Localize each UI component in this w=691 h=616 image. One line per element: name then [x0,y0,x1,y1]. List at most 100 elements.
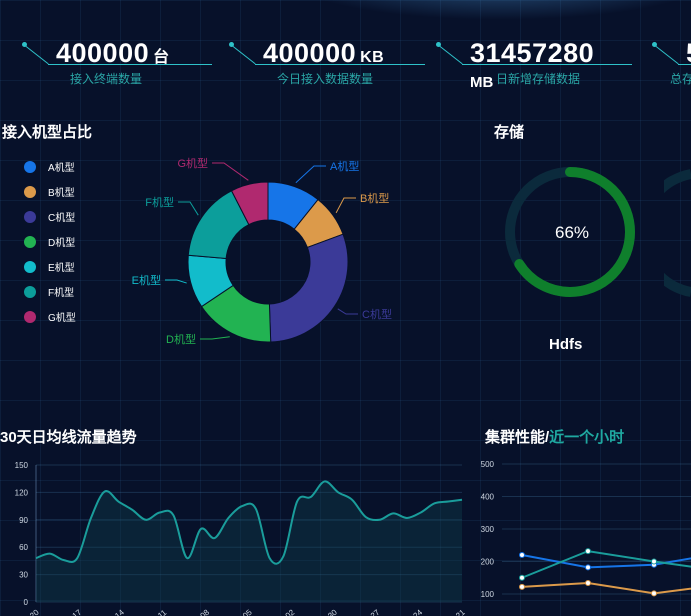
x-tick-label: 24 [411,607,424,616]
stat-underline [462,64,632,65]
x-tick-label: 17 [71,607,84,616]
cluster-performance-chart: 100 200 300 400 500 [481,460,691,599]
trend-line [35,480,463,565]
series-point [585,548,591,555]
stat-dot [229,42,234,47]
legend-item[interactable]: C机型 [24,204,76,229]
slice-label: B机型 [360,191,389,205]
stat-label: 接入终端数量 [70,72,143,86]
legend-item[interactable]: G机型 [24,304,76,329]
slice-leader-line [165,279,187,284]
stat-underline [678,64,691,65]
slice-leader-line [178,201,199,216]
series-line [521,581,691,595]
slice-leader-line [295,165,326,184]
legend-label: G机型 [48,313,76,324]
ring-track [664,169,691,297]
series-point [651,590,657,597]
x-tick-label: 05 [241,607,254,616]
legend-swatch [24,310,36,323]
y-tick-label: 150 [15,461,29,470]
legend-swatch [24,285,36,298]
x-tick-label: 21 [454,607,467,616]
slice-label: F机型 [145,195,174,209]
legend-swatch [24,210,36,223]
legend-item[interactable]: F机型 [24,279,76,304]
x-tick-label: 20 [28,607,41,616]
model-legend: A机型 B机型 C机型 D机型 E机型 F机型 G机型 [24,154,76,329]
x-tick-label: 14 [113,607,126,616]
y-tick-label: 120 [15,488,29,497]
slice-label: E机型 [132,273,161,287]
y-tick-label: 0 [24,598,29,607]
trend-panel-title: 30天日均线流量趋势 [0,429,137,446]
series-point [585,579,591,586]
model-panel-title: 接入机型占比 [2,124,93,141]
slice-label: A机型 [330,159,359,173]
stat-value: 400000 台 [56,38,170,68]
stat-underline [48,64,212,65]
storage-percent: 66% [555,223,589,242]
y-tick-label: 60 [19,543,28,552]
stat-value: 5 [686,38,691,69]
legend-label: D机型 [48,238,76,249]
series-point [519,574,525,581]
legend-label: B机型 [48,188,75,199]
y-tick-label: 100 [481,590,495,599]
storage-subtitle: Hdfs [549,336,583,353]
storage-ring: 66% [505,167,635,297]
stat-label: 总存 [670,72,691,86]
cluster-panel-title: 集群性能/近一个小时 [485,426,624,447]
series-line [521,550,691,579]
legend-label: F机型 [48,288,75,299]
stat-unit: MB [470,74,494,91]
series-point [585,564,591,571]
cluster-title-main: 集群性能/ [485,429,550,446]
legend-label: E机型 [48,263,75,274]
slice-leader-line [212,162,249,181]
legend-label: A机型 [48,163,75,174]
second-storage-ring [664,169,691,297]
series-point [519,552,525,558]
x-tick-label: 30 [326,607,339,616]
slice-label: D机型 [166,332,196,346]
stat-value: 400000 KB [263,38,385,68]
x-tick-label: 27 [369,607,382,616]
stat-dot [436,42,441,47]
legend-item[interactable]: A机型 [24,154,76,179]
legend-item[interactable]: B机型 [24,179,76,204]
slice-leader-line [337,308,358,315]
storage-panel-title: 存储 [494,124,525,141]
y-tick-label: 500 [481,460,495,469]
x-tick-label: 08 [198,607,211,616]
y-tick-label: 200 [481,558,495,567]
stat-value: 31457280 [470,38,595,68]
series-point [519,583,525,590]
legend-item[interactable]: E机型 [24,254,76,279]
slice-leader-line [200,336,230,340]
stat-dot [22,42,27,47]
slice-label: C机型 [362,307,392,321]
legend-label: C机型 [48,213,76,224]
y-tick-label: 300 [481,525,495,534]
donut-slice [268,233,349,343]
traffic-trend-chart: 0 30 60 90 120 150 20 17 14 11 08 05 02 30 27 24 21 [15,461,467,616]
stat-label: 日新增存储数据 [496,72,581,86]
legend-item[interactable]: D机型 [24,229,76,254]
legend-swatch [24,260,36,273]
legend-swatch [24,235,36,248]
series-line [521,554,691,569]
y-tick-label: 90 [19,516,28,525]
stat-underline [255,64,425,65]
stat-label: 今日接入数据数量 [277,72,374,86]
x-tick-label: 11 [156,608,169,616]
legend-swatch [24,185,36,198]
x-tick-label: 02 [284,607,297,616]
series-point [651,558,657,565]
ring-progress [505,167,635,297]
slice-leader-line [335,197,356,214]
legend-swatch [24,160,36,173]
stat-dot [652,42,657,47]
donut-slice [230,181,269,226]
